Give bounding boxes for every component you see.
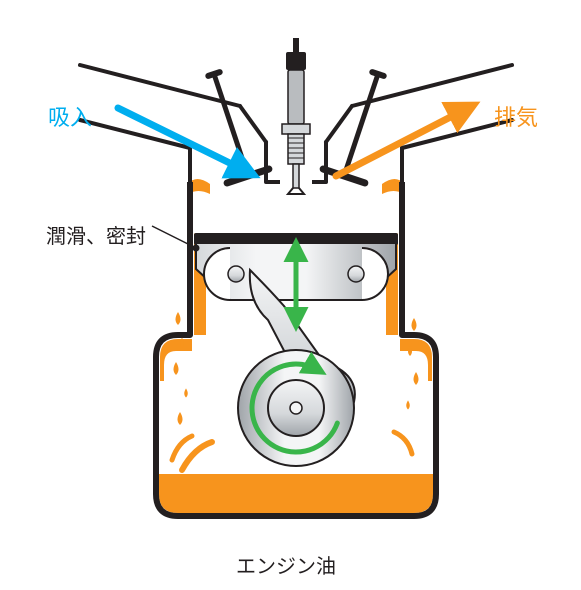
intake-label: 吸入	[48, 100, 92, 132]
seal-label: 潤滑、密封	[46, 220, 146, 249]
diagram-svg	[0, 0, 581, 590]
exhaust-label: 排気	[494, 100, 538, 132]
oil-label: エンジン油	[236, 550, 336, 579]
engine-diagram: 吸入 排気 潤滑、密封 エンジン油	[0, 0, 581, 590]
